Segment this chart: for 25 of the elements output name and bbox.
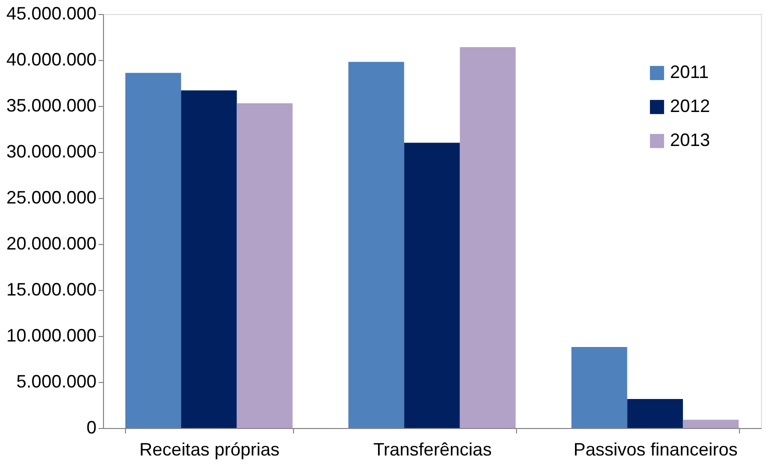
- legend-label: 2013: [670, 130, 710, 150]
- y-tick-label: 45.000.000: [6, 4, 96, 24]
- bar: [682, 420, 739, 428]
- legend-label: 2012: [670, 96, 710, 116]
- bar: [125, 72, 182, 428]
- y-tick-label: 40.000.000: [6, 50, 96, 70]
- y-tick-label: 20.000.000: [6, 234, 96, 254]
- y-tick-label: 25.000.000: [6, 188, 96, 208]
- bar: [460, 47, 516, 428]
- y-tick-label: 30.000.000: [6, 142, 96, 162]
- y-tick-label: 10.000.000: [6, 326, 96, 346]
- x-tick-label: Transferências: [373, 440, 492, 460]
- bar: [571, 347, 628, 428]
- bar: [181, 90, 237, 428]
- x-tick-label: Receitas próprias: [139, 440, 280, 460]
- bar: [236, 103, 293, 428]
- bar: [348, 62, 404, 428]
- y-tick-label: 15.000.000: [6, 280, 96, 300]
- bar: [404, 142, 460, 428]
- y-tick-label: 5.000.000: [16, 372, 96, 392]
- y-tick-label: 0: [86, 418, 96, 438]
- y-tick-label: 35.000.000: [6, 96, 96, 116]
- bar: [627, 399, 683, 428]
- legend-label: 2011: [670, 62, 709, 82]
- x-tick-label: Passivos financeiros: [574, 440, 738, 460]
